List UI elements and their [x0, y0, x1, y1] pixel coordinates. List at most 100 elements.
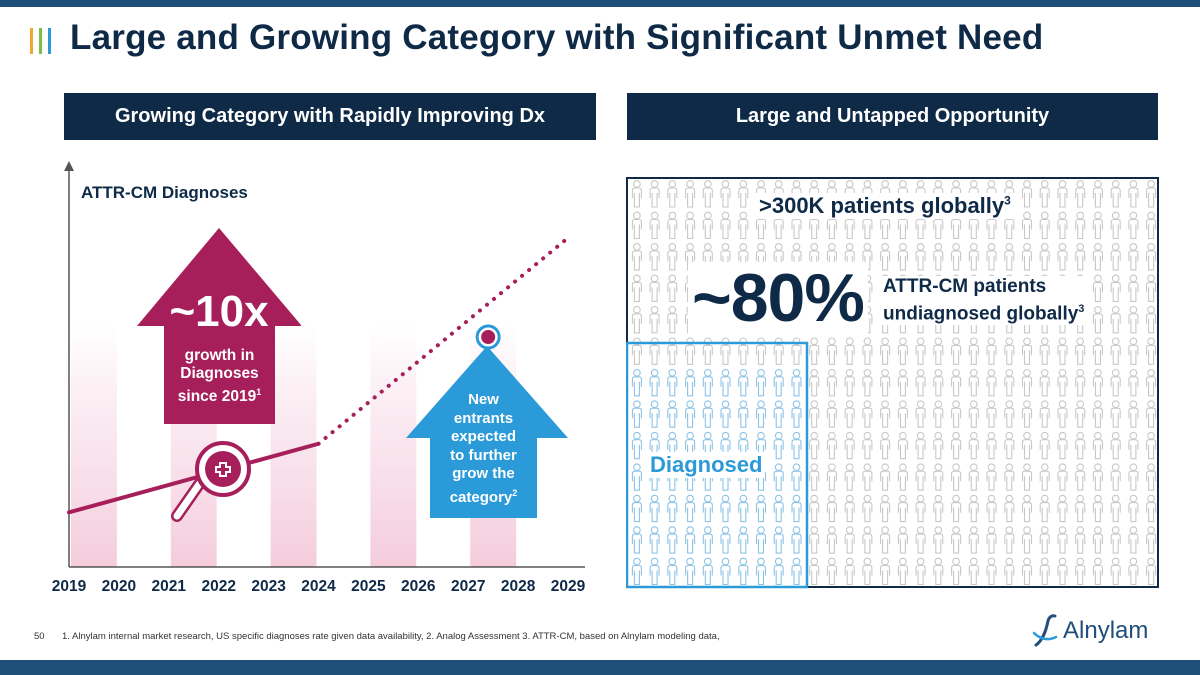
person-icon: [738, 557, 749, 586]
person-icon: [1146, 526, 1157, 554]
person-icon: [667, 400, 678, 428]
person-icon: [738, 368, 749, 397]
person-icon: [773, 463, 784, 491]
person-icon: [791, 526, 802, 554]
x-tick-label: 2021: [152, 578, 187, 595]
person-icon: [880, 368, 891, 397]
person-icon: [986, 337, 997, 365]
year-band: [71, 325, 117, 567]
person-icon: [1092, 526, 1103, 554]
person-icon: [1092, 494, 1103, 523]
person-icon: [1075, 180, 1086, 208]
person-icon: [631, 305, 642, 334]
person-icon: [844, 368, 855, 397]
person-icon: [1075, 494, 1086, 523]
person-icon: [649, 243, 660, 271]
person-icon: [1092, 337, 1103, 365]
person-icon: [738, 494, 749, 523]
person-icon: [791, 400, 802, 428]
person-icon: [649, 526, 660, 554]
person-icon: [880, 494, 891, 523]
person-icon: [915, 463, 926, 491]
person-icon: [1128, 494, 1139, 523]
top-accent-bar: [0, 0, 1200, 7]
person-icon: [915, 368, 926, 397]
person-icon: [667, 526, 678, 554]
person-icon: [951, 494, 962, 523]
person-icon: [809, 526, 820, 554]
person-icon: [844, 526, 855, 554]
person-icon: [826, 337, 837, 365]
person-icon: [880, 463, 891, 491]
person-icon: [685, 180, 696, 208]
person-icon: [915, 337, 926, 365]
person-icon: [862, 368, 873, 397]
person-icon: [1075, 463, 1086, 491]
x-tick-label: 2023: [251, 578, 286, 595]
person-icon: [1146, 274, 1157, 302]
person-icon: [1021, 211, 1033, 240]
person-icon: [809, 368, 820, 397]
person-icon: [667, 243, 678, 271]
person-icon: [862, 431, 873, 460]
person-icon: [631, 400, 642, 428]
undiagnosed-percent: ~80%: [688, 262, 868, 334]
person-icon: [968, 243, 979, 271]
undiagnosed-caption: ATTR-CM patients undiagnosed globally3: [879, 276, 1089, 326]
right-panel-header: Large and Untapped Opportunity: [627, 93, 1158, 140]
person-icon: [685, 494, 696, 523]
person-icon: [738, 400, 749, 428]
person-icon: [667, 557, 678, 586]
person-icon: [986, 526, 997, 554]
person-icon: [1075, 526, 1086, 554]
person-icon: [844, 431, 855, 460]
person-icon: [1075, 337, 1086, 365]
person-icon: [1110, 243, 1121, 271]
person-icon: [915, 431, 926, 460]
person-icon: [667, 180, 678, 208]
person-icon: [1128, 557, 1139, 586]
person-icon: [1146, 557, 1157, 586]
new-entrants-line5: grow the: [452, 465, 515, 482]
person-icon: [685, 400, 696, 428]
chart-ylabel: ATTR-CM Diagnoses: [81, 183, 248, 202]
x-tick-label: 2025: [351, 578, 386, 595]
person-icon: [862, 557, 873, 586]
person-icon: [649, 211, 660, 240]
person-icon: [1075, 243, 1086, 271]
person-icon: [1092, 274, 1103, 302]
person-icon: [1057, 557, 1068, 586]
person-icon: [968, 337, 979, 365]
person-icon: [773, 494, 784, 523]
person-icon: [844, 557, 855, 586]
person-icon: [968, 431, 979, 460]
person-icon: [738, 526, 749, 554]
person-icon: [933, 400, 944, 428]
person-icon: [1004, 368, 1015, 397]
person-icon: [1092, 211, 1103, 240]
person-icon: [791, 557, 802, 586]
person-icon: [880, 400, 891, 428]
x-tick-label: 2029: [551, 578, 586, 595]
person-icon: [649, 400, 660, 428]
growth-caption-line2: Diagnoses: [180, 365, 259, 382]
new-entrants-line3: expected: [450, 428, 517, 445]
person-icon: [1128, 274, 1139, 302]
person-icon: [631, 431, 642, 460]
person-icon: [773, 526, 784, 554]
person-icon: [1110, 274, 1121, 302]
person-icon: [1021, 368, 1033, 397]
person-icon: [755, 400, 767, 428]
person-icon: [631, 368, 642, 397]
person-icon: [1075, 368, 1086, 397]
x-tick-label: 2024: [301, 578, 336, 595]
y-axis-arrowhead: [64, 161, 74, 171]
person-icon: [1039, 526, 1050, 554]
person-icon: [1110, 180, 1121, 208]
person-icon: [897, 368, 908, 397]
person-icon: [844, 494, 855, 523]
person-icon: [915, 526, 926, 554]
person-icon: [986, 463, 997, 491]
person-icon: [880, 557, 891, 586]
person-icon: [702, 368, 713, 397]
